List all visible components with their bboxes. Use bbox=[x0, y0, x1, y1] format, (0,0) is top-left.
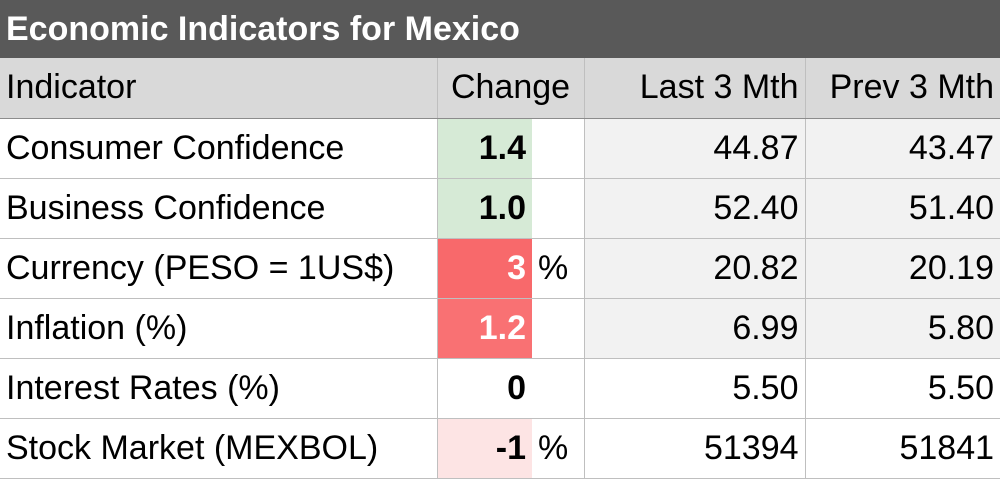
indicator-cell: Stock Market (MEXBOL) bbox=[0, 418, 437, 479]
last-3-mth-cell: 6.99 bbox=[583, 298, 806, 359]
prev-3-mth-cell: 5.80 bbox=[804, 298, 1000, 359]
change-cell: 1.4 bbox=[436, 118, 532, 179]
sheet-title: Economic Indicators for Mexico bbox=[0, 0, 1000, 58]
indicator-cell: Interest Rates (%) bbox=[0, 358, 437, 419]
last-3-mth-cell: 5.50 bbox=[583, 358, 806, 419]
table-row: Interest Rates (%) 0 5.50 5.50 bbox=[0, 358, 1000, 419]
last-3-mth-cell: 51394 bbox=[583, 418, 806, 479]
table-row: Inflation (%) 1.2 6.99 5.80 bbox=[0, 298, 1000, 359]
indicator-cell: Consumer Confidence bbox=[0, 118, 437, 179]
prev-3-mth-cell: 51.40 bbox=[804, 178, 1000, 239]
change-unit-cell bbox=[532, 178, 585, 239]
header-indicator: Indicator bbox=[0, 58, 437, 119]
table-row: Currency (PESO = 1US$) 3 % 20.82 20.19 bbox=[0, 238, 1000, 299]
change-unit-cell: % bbox=[532, 238, 585, 299]
prev-3-mth-cell: 43.47 bbox=[804, 118, 1000, 179]
change-cell: 0 bbox=[436, 358, 532, 419]
table-row: Consumer Confidence 1.4 44.87 43.47 bbox=[0, 118, 1000, 179]
header-change: Change bbox=[436, 58, 585, 119]
change-cell: 1.2 bbox=[436, 298, 532, 359]
change-unit-cell bbox=[532, 358, 585, 419]
header-last-3-mth: Last 3 Mth bbox=[583, 58, 806, 119]
header-prev-3-mth: Prev 3 Mth bbox=[804, 58, 1000, 119]
header-row: Indicator Change Last 3 Mth Prev 3 Mth bbox=[0, 58, 1000, 119]
indicator-cell: Inflation (%) bbox=[0, 298, 437, 359]
change-unit-cell: % bbox=[532, 418, 585, 479]
indicator-cell: Business Confidence bbox=[0, 178, 437, 239]
table-row: Stock Market (MEXBOL) -1 % 51394 51841 bbox=[0, 418, 1000, 479]
change-unit-cell bbox=[532, 118, 585, 179]
prev-3-mth-cell: 5.50 bbox=[804, 358, 1000, 419]
table-row: Business Confidence 1.0 52.40 51.40 bbox=[0, 178, 1000, 239]
indicators-table: Indicator Change Last 3 Mth Prev 3 Mth C… bbox=[0, 58, 1000, 479]
last-3-mth-cell: 44.87 bbox=[583, 118, 806, 179]
change-unit-cell bbox=[532, 298, 585, 359]
change-cell: -1 bbox=[436, 418, 532, 479]
prev-3-mth-cell: 51841 bbox=[804, 418, 1000, 479]
change-cell: 3 bbox=[436, 238, 532, 299]
last-3-mth-cell: 20.82 bbox=[583, 238, 806, 299]
indicator-cell: Currency (PESO = 1US$) bbox=[0, 238, 437, 299]
last-3-mth-cell: 52.40 bbox=[583, 178, 806, 239]
prev-3-mth-cell: 20.19 bbox=[804, 238, 1000, 299]
change-cell: 1.0 bbox=[436, 178, 532, 239]
